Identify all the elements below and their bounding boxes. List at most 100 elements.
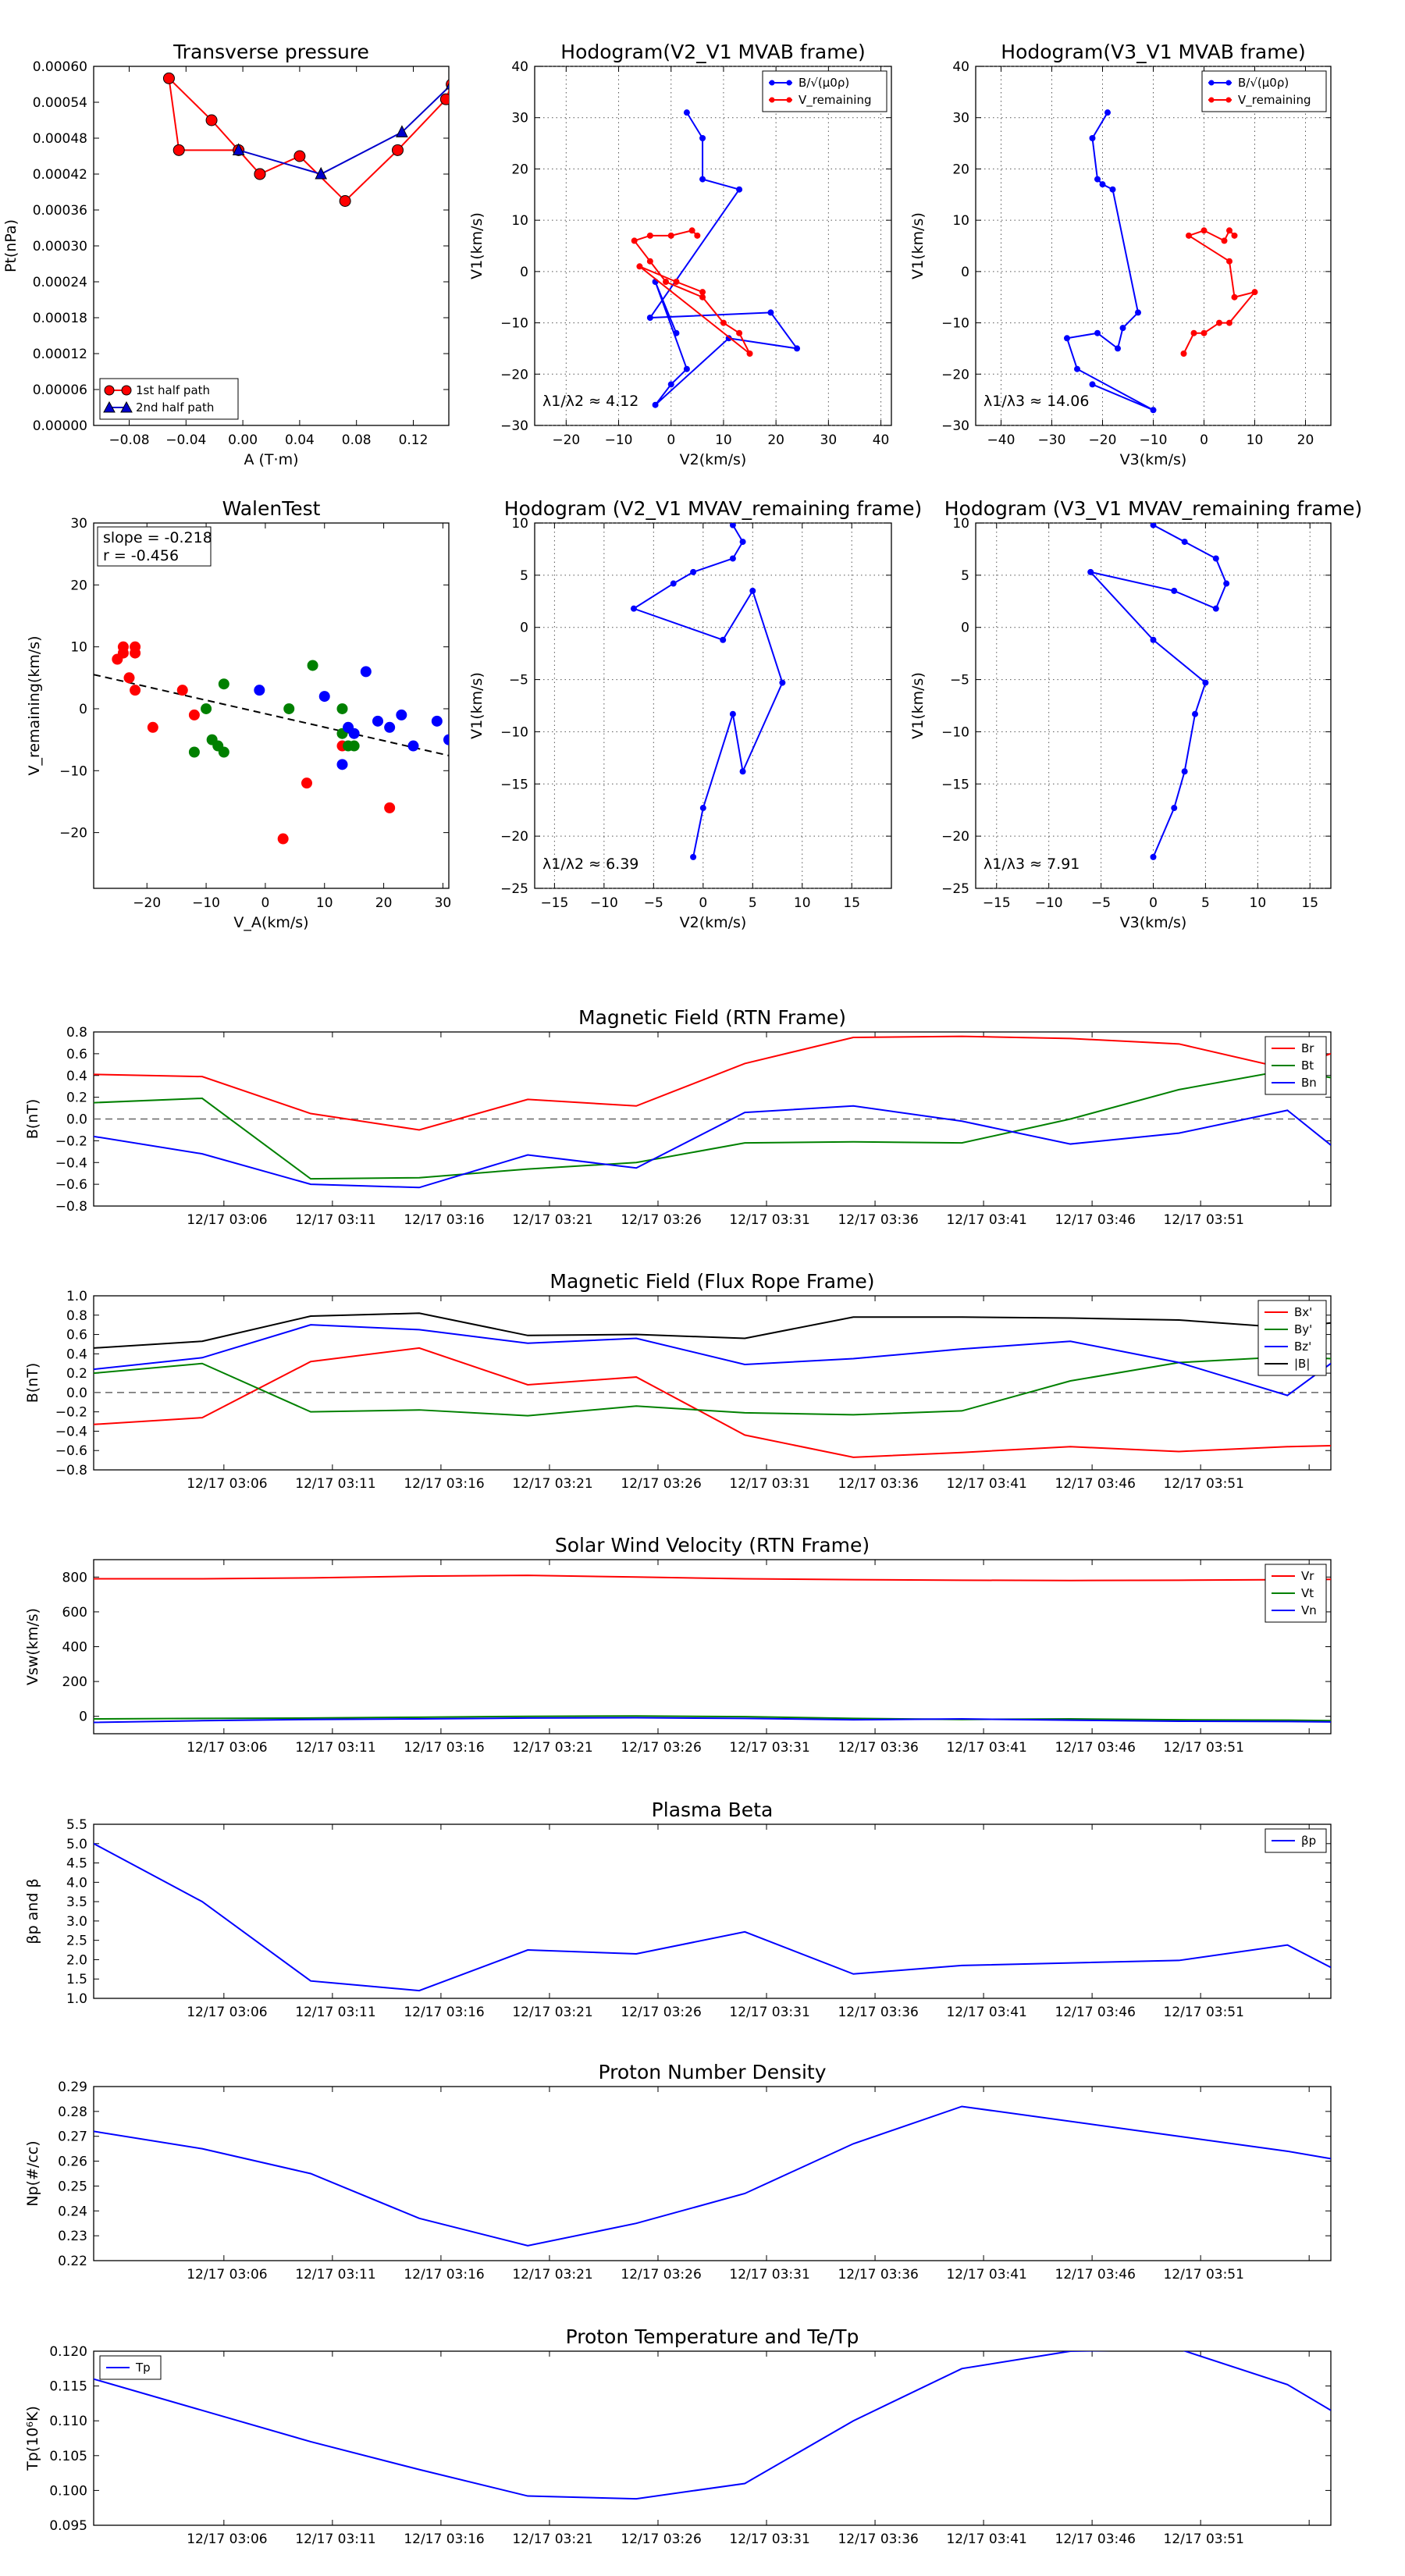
x-tick-label: 12/17 03:21 <box>512 1476 592 1492</box>
y-tick-label: 0.4 <box>66 1069 87 1084</box>
legend-label: Bz' <box>1294 1340 1311 1354</box>
data-point <box>130 641 141 653</box>
x-tick-label: −10 <box>605 432 633 448</box>
y-axis-label: Np(#/cc) <box>24 2140 41 2206</box>
y-tick-label: 0.095 <box>49 2518 87 2534</box>
data-point <box>445 83 449 90</box>
data-point <box>1074 365 1080 372</box>
x-tick-label: 0 <box>261 895 270 911</box>
plot-frame <box>975 66 1332 426</box>
chart-title: Hodogram(V3_V1 MVAB frame) <box>1001 41 1305 63</box>
plot-area <box>630 523 786 860</box>
x-tick-label: 12/17 03:41 <box>946 2267 1026 2282</box>
slope-text: slope = -0.218 <box>103 529 212 546</box>
legend: Vr Vt Vn <box>1264 1564 1327 1623</box>
data-point <box>336 703 348 714</box>
y-tick-label: −10 <box>941 316 969 332</box>
legend-label: 1st half path <box>136 383 210 397</box>
x-tick-label: 30 <box>435 895 452 911</box>
data-point <box>1094 176 1101 183</box>
data-point <box>736 329 743 336</box>
x-tick-label: 12/17 03:36 <box>838 1212 918 1228</box>
plot-frame <box>93 2350 1332 2526</box>
data-point <box>630 605 637 612</box>
y-tick-label: 0 <box>79 702 87 717</box>
x-tick-label: 12/17 03:11 <box>295 2532 375 2547</box>
data-point <box>439 93 449 105</box>
x-axis-label: V2(km/s) <box>680 914 747 931</box>
x-tick-label: 12/17 03:36 <box>838 1740 918 1756</box>
x-tick-label: 12/17 03:06 <box>187 1212 267 1228</box>
y-tick-label: −20 <box>941 829 969 845</box>
data-point <box>117 641 129 653</box>
data-point <box>636 263 643 270</box>
x-tick-label: 12/17 03:36 <box>838 2267 918 2282</box>
x-tick-label: 12/17 03:16 <box>404 1476 484 1492</box>
data-point <box>1231 294 1238 301</box>
data-point <box>1180 350 1187 357</box>
series-line <box>94 2105 1331 2247</box>
data-point <box>767 309 774 316</box>
x-tick-label: 12/17 03:16 <box>404 1212 484 1228</box>
data-point <box>1226 258 1232 265</box>
series-line <box>94 1312 1331 1349</box>
data-point <box>1221 237 1228 244</box>
data-point <box>720 319 727 326</box>
data-point <box>1200 329 1208 336</box>
y-tick-label: −25 <box>500 881 528 897</box>
x-tick-label: −20 <box>133 895 161 911</box>
x-tick-label: −10 <box>1035 895 1063 911</box>
y-tick-label: −20 <box>941 367 969 382</box>
chart-title: Plasma Beta <box>652 1799 774 1821</box>
y-tick-label: 0.110 <box>49 2414 87 2429</box>
x-tick-label: 12/17 03:31 <box>729 2005 809 2020</box>
y-tick-label: 4.0 <box>66 1875 87 1891</box>
data-point <box>218 746 229 758</box>
data-point <box>339 195 351 207</box>
legend-box <box>1201 70 1327 112</box>
chart-h4: −15 −10 −5 0 5 10 15−25−20−15−10−50510Hodogram… <box>909 497 1362 931</box>
chart-title: Proton Number Density <box>599 2061 827 2083</box>
x-tick-label: 12/17 03:21 <box>512 1740 592 1756</box>
y-tick-label: 0.00048 <box>33 131 87 147</box>
x-tick-label: 12/17 03:51 <box>1164 1740 1244 1756</box>
data-point <box>749 587 756 594</box>
data-point <box>1251 289 1258 296</box>
legend-marker <box>786 80 792 86</box>
data-point <box>1135 309 1141 316</box>
data-point <box>652 401 659 408</box>
data-point <box>1150 636 1157 643</box>
data-point <box>699 176 706 183</box>
y-tick-label: 0.105 <box>49 2449 87 2464</box>
data-point <box>1171 805 1178 812</box>
x-tick-label: 12/17 03:41 <box>946 1740 1026 1756</box>
y-tick-label: 30 <box>511 111 528 126</box>
data-point <box>443 734 449 745</box>
data-point <box>1109 186 1116 193</box>
data-point <box>1150 407 1157 414</box>
x-tick-label: 12/17 03:51 <box>1164 2267 1244 2282</box>
plot-area <box>1064 109 1258 414</box>
legend-label: B/√(μ0ρ) <box>799 76 849 90</box>
x-tick-label: 10 <box>1250 895 1267 911</box>
data-point <box>1089 381 1096 388</box>
chart-title: Proton Temperature and Te/Tp <box>566 2325 859 2348</box>
x-tick-label: 5 <box>749 895 757 911</box>
data-point <box>1212 605 1219 612</box>
data-point <box>162 72 175 84</box>
legend-label: V_remaining <box>799 93 872 108</box>
y-tick-label: 0.23 <box>58 2229 87 2244</box>
legend-marker <box>1225 97 1232 103</box>
y-tick-label: 0.8 <box>66 1025 87 1041</box>
x-tick-label: 0 <box>699 895 707 911</box>
series-line <box>94 2351 1331 2500</box>
x-tick-label: 20 <box>375 895 393 911</box>
data-point <box>1212 555 1219 562</box>
y-tick-label: 0 <box>79 1710 87 1725</box>
data-point <box>254 685 265 696</box>
y-tick-label: 1.5 <box>66 1972 87 1987</box>
x-tick-label: 12/17 03:51 <box>1164 1212 1244 1228</box>
data-point <box>348 728 360 739</box>
y-tick-label: 0.0 <box>66 1112 87 1128</box>
x-tick-label: 20 <box>767 432 784 448</box>
